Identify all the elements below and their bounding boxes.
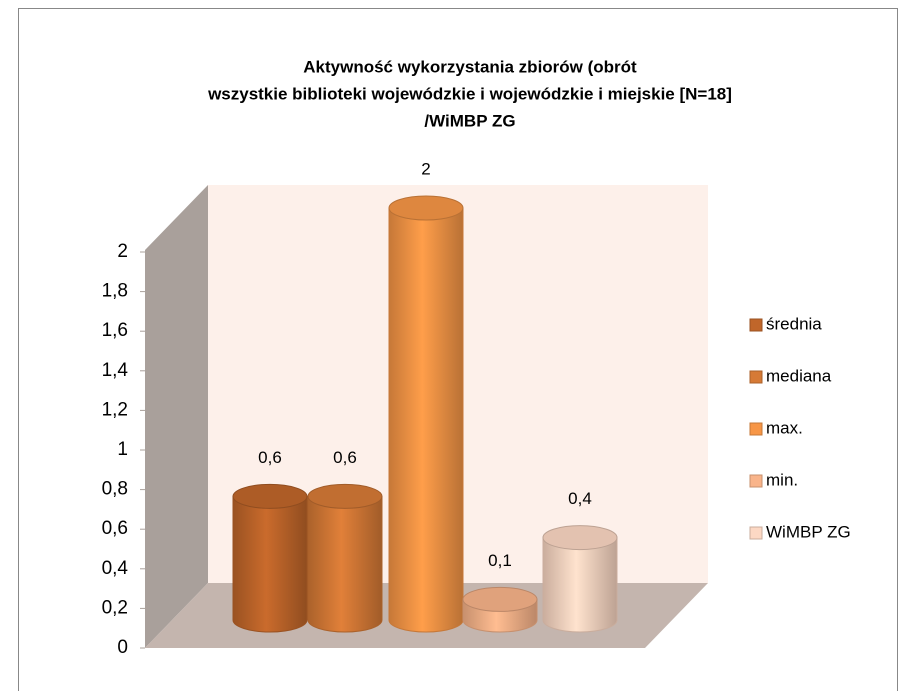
- y-tick-label: 1,6: [102, 320, 128, 341]
- y-tick-label: 1: [117, 439, 128, 460]
- chart-title: Aktywność wykorzystania zbiorów (obrót: [303, 57, 637, 76]
- legend-label: WiMBP ZG: [766, 522, 851, 541]
- legend-label: max.: [766, 418, 803, 437]
- legend-swatch: [749, 474, 763, 488]
- y-tick-label: 1,4: [102, 360, 129, 381]
- legend-label: średnia: [766, 314, 822, 333]
- data-label: 0,1: [488, 551, 512, 570]
- y-tick-label: 0,2: [102, 597, 128, 618]
- y-tick-label: 0,4: [102, 558, 129, 579]
- data-label: 2: [421, 159, 430, 178]
- bar-top: [307, 483, 383, 509]
- legend-swatch: [749, 422, 763, 436]
- bar-top: [542, 525, 618, 551]
- bar: [542, 537, 618, 633]
- data-label: 0,4: [568, 489, 592, 508]
- y-tick-label: 2: [117, 241, 128, 262]
- side-wall: [145, 185, 208, 648]
- bar: [307, 495, 383, 633]
- legend-swatch: [749, 370, 763, 384]
- legend-label: min.: [766, 470, 798, 489]
- legend-label: mediana: [766, 366, 832, 385]
- y-tick-label: 0,6: [102, 518, 128, 539]
- legend-swatch: [749, 318, 763, 332]
- bar-top: [232, 483, 308, 509]
- data-label: 0,6: [333, 448, 357, 467]
- data-label: 0,6: [258, 448, 282, 467]
- y-tick-label: 0,8: [102, 479, 128, 500]
- y-tick-label: 1,8: [102, 281, 128, 302]
- bar: [232, 495, 308, 633]
- bar-top: [462, 586, 538, 612]
- y-tick-label: 1,2: [102, 399, 128, 420]
- bar: [388, 207, 464, 633]
- chart-title: /WiMBP ZG: [424, 111, 515, 130]
- y-tick-label: 0: [117, 637, 128, 658]
- legend-swatch: [749, 526, 763, 540]
- bar-top: [388, 195, 464, 221]
- chart-title: wszystkie biblioteki wojewódzkie i wojew…: [207, 84, 732, 103]
